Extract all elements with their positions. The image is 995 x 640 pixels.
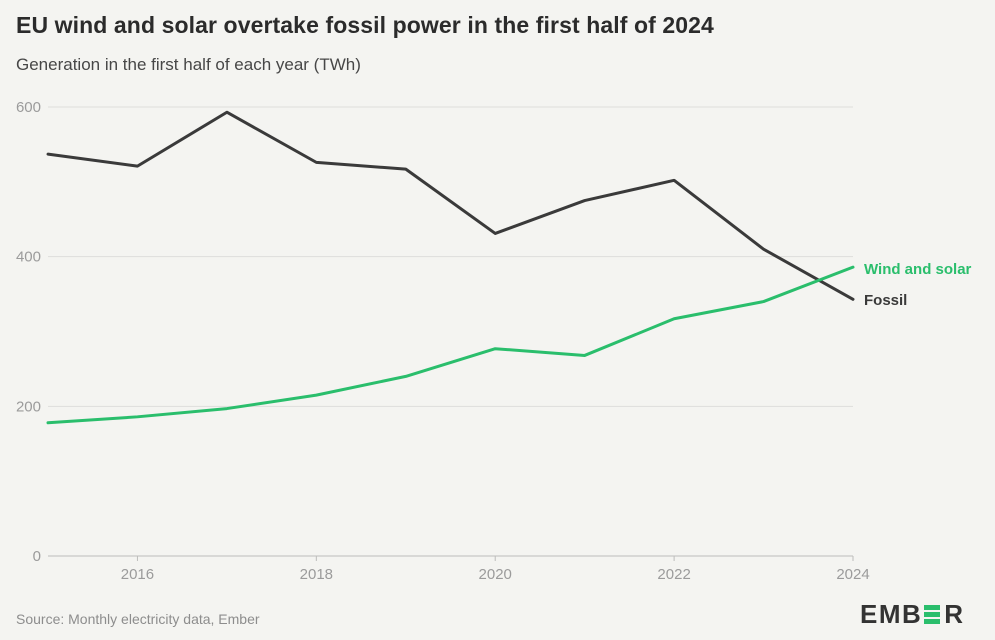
series-line-wind-and-solar xyxy=(46,265,855,425)
y-tick-label: 400 xyxy=(16,249,41,266)
x-tick-label: 2024 xyxy=(836,566,869,583)
x-tick-label: 2016 xyxy=(121,566,154,583)
y-tick-label: 600 xyxy=(16,99,41,116)
y-tick-label: 0 xyxy=(33,548,41,565)
series-label-fossil: Fossil xyxy=(864,292,908,309)
ember-logo-e-bars-icon xyxy=(924,605,941,624)
y-tick-label: 200 xyxy=(16,398,41,415)
ember-logo: EMB R xyxy=(860,601,965,627)
series-line-fossil xyxy=(46,110,855,301)
ember-logo-text-right: R xyxy=(944,599,965,629)
series-label-wind-and-solar: Wind and solar xyxy=(864,261,972,278)
ember-logo-text-left: EMB xyxy=(860,599,923,629)
chart-title: EU wind and solar overtake fossil power … xyxy=(16,12,714,38)
x-tick-label: 2018 xyxy=(300,566,333,583)
source-note: Source: Monthly electricity data, Ember xyxy=(16,611,260,627)
x-tick-label: 2020 xyxy=(479,566,512,583)
x-tick-label: 2022 xyxy=(657,566,690,583)
chart-subtitle: Generation in the first half of each yea… xyxy=(16,55,361,74)
